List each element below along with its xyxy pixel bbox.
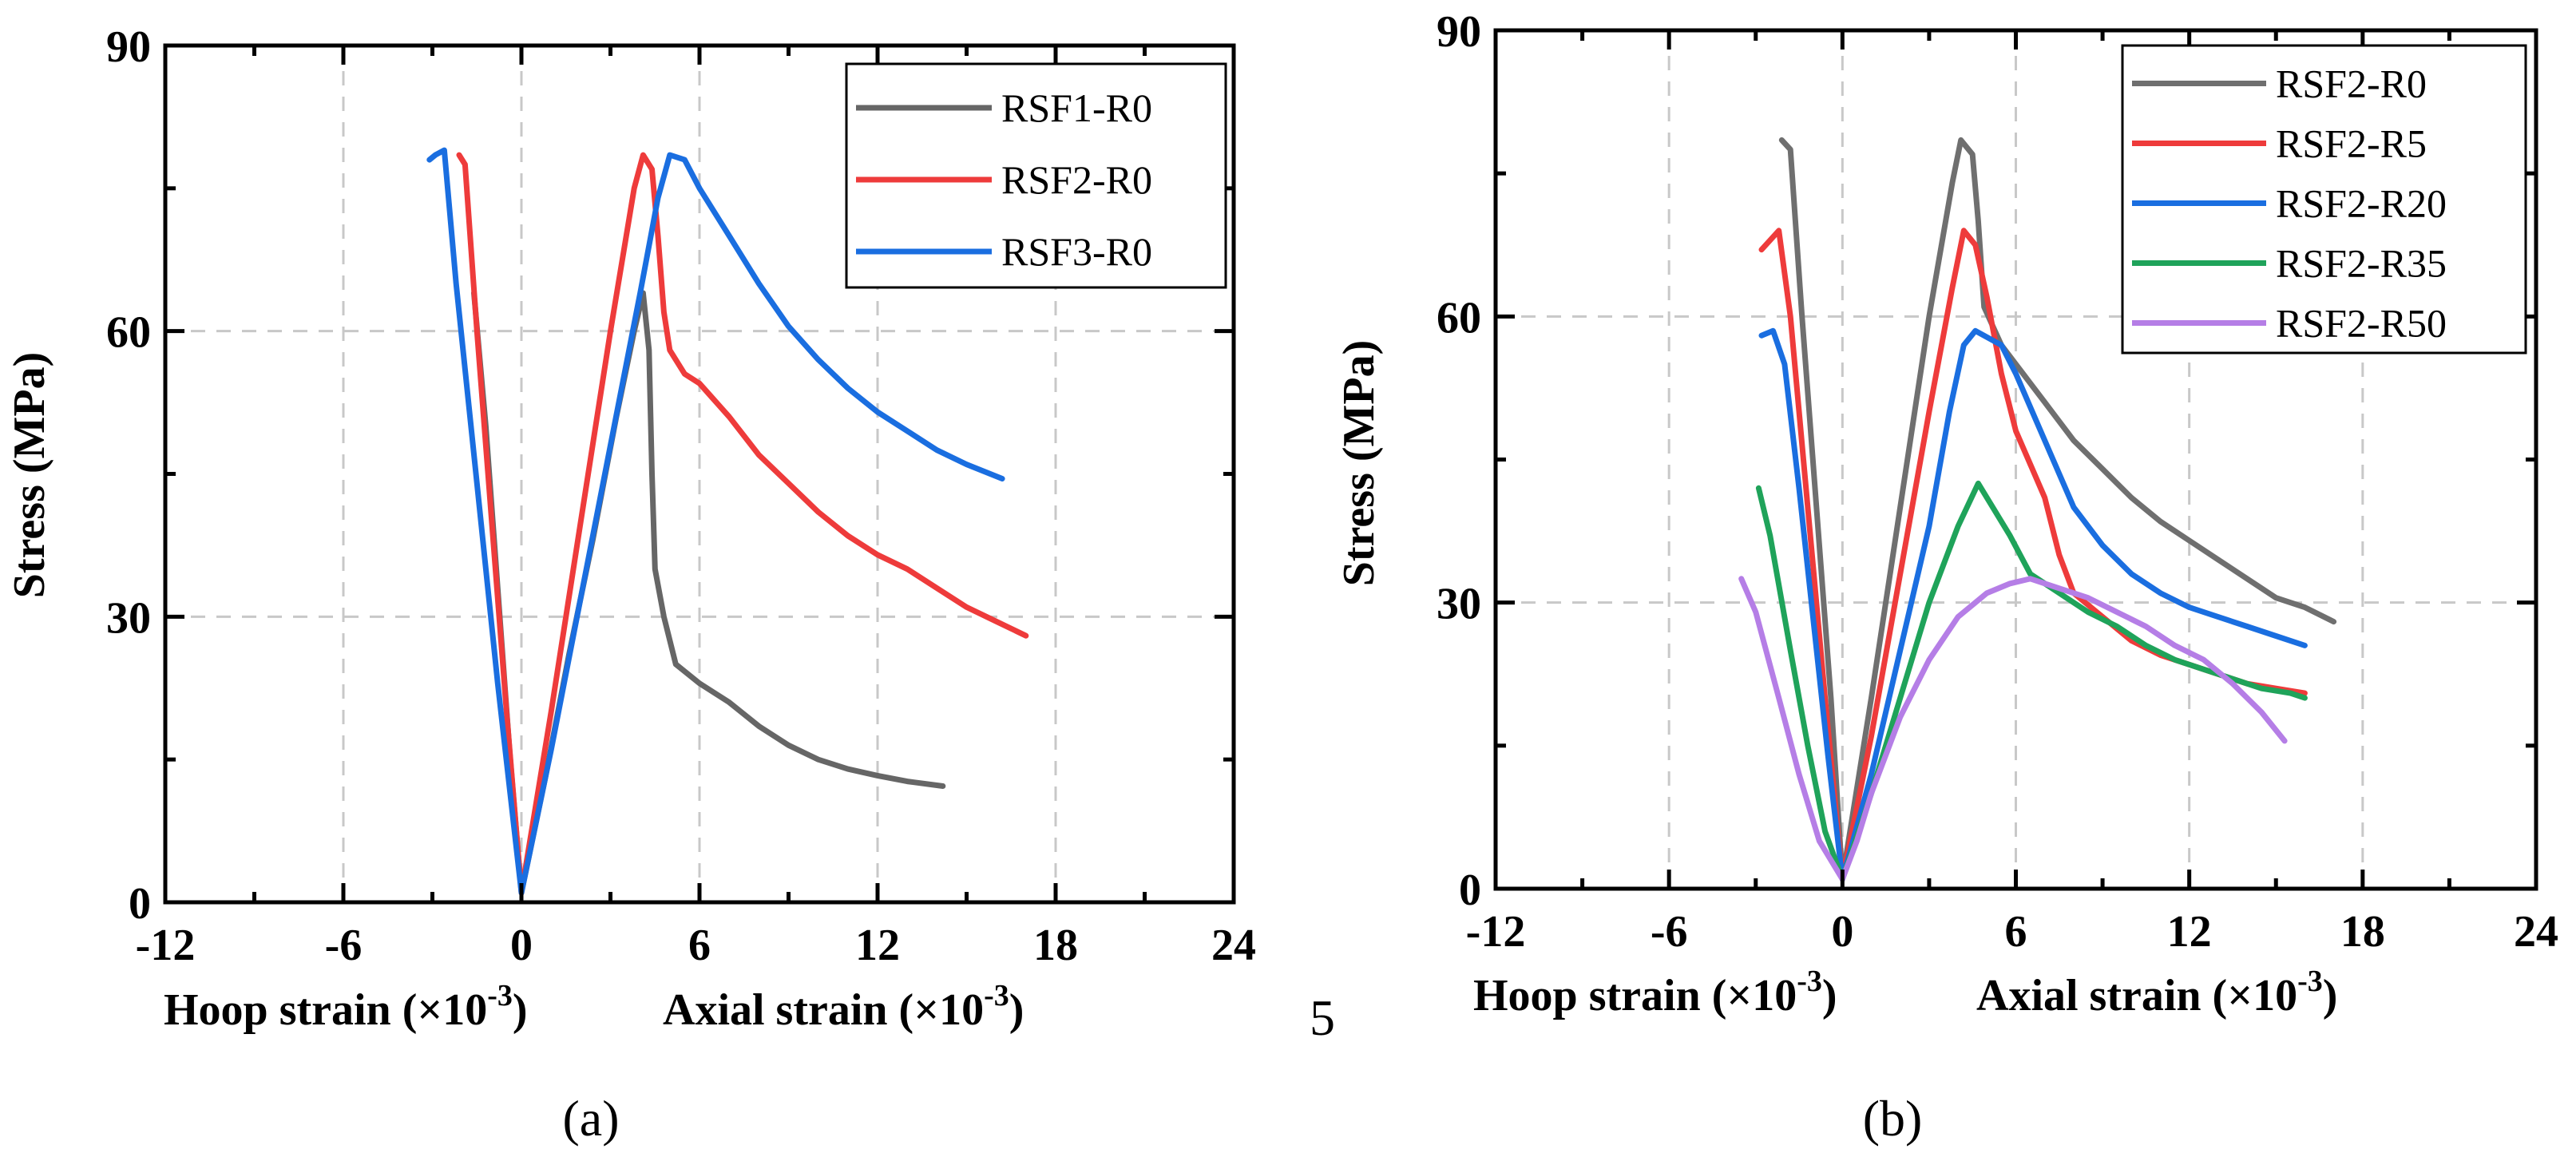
series-line-rsf2-r50 [1738, 576, 2288, 882]
x-tick-label: 0 [510, 921, 533, 970]
y-tick-label: 60 [1437, 293, 1481, 343]
y-tick-label: 90 [106, 22, 151, 72]
x-tick-label: 6 [2005, 907, 2027, 957]
panel-caption: (a) [562, 1090, 619, 1147]
series-line-rsf2-r35 [1755, 480, 2308, 882]
y-tick-label: 60 [106, 308, 151, 358]
x-tick-label: 18 [2340, 907, 2385, 957]
y-tick-label: 30 [106, 593, 151, 643]
legend-label: RSF2-R35 [2276, 241, 2447, 286]
x-tick-label: 24 [2514, 907, 2558, 957]
y-tick-label: 0 [129, 879, 151, 929]
x-tick-label: 24 [1211, 921, 1256, 970]
x-tick-label: 12 [2167, 907, 2212, 957]
legend-label: RSF2-R0 [1001, 157, 1152, 202]
x-tick-label: -6 [325, 921, 363, 970]
y-axis-title: Stress (MPa) [5, 352, 54, 598]
panel-a-chart: -12 -6 0 6 12 18 24 0 30 60 90 Stress (MPa) Hoop str… [5, 22, 1256, 1147]
x-axis-title-axial: Axial strain (×10-3) [663, 979, 1024, 1035]
legend-label: RSF1-R0 [1001, 85, 1152, 130]
series-line-rsf1-r0 [471, 290, 946, 896]
legend-box [2121, 44, 2527, 355]
x-axis-title-axial: Axial strain (×10-3) [1976, 965, 2337, 1020]
stray-number-label: 5 [1310, 989, 1335, 1046]
x-tick-label: 18 [1033, 921, 1078, 970]
legend-label: RSF3-R0 [1001, 229, 1152, 274]
legend-label: RSF2-R50 [2276, 301, 2447, 346]
x-tick-label: -12 [136, 921, 196, 970]
x-tick-label: -6 [1651, 907, 1688, 957]
series-line-rsf3-r0 [426, 147, 1005, 896]
y-tick-label: 0 [1459, 866, 1481, 915]
x-axis-title-hoop: Hoop strain (×10-3) [1473, 965, 1837, 1020]
x-tick-label: 12 [855, 921, 900, 970]
series-line-rsf2-r0 [456, 152, 1029, 896]
series-line-rsf2-r20 [1758, 327, 2308, 882]
series-line-rsf2-r0 [1778, 137, 2337, 882]
y-axis-title: Stress (MPa) [1334, 340, 1384, 586]
legend-label: RSF2-R5 [2276, 121, 2427, 166]
legend-label: RSF2-R0 [2276, 61, 2427, 106]
y-tick-label: 30 [1437, 580, 1481, 629]
panel-b-chart: -12 -6 0 6 12 18 24 0 30 60 90 Stress (MPa) Hoop str… [1334, 7, 2558, 1147]
x-axis-title-hoop: Hoop strain (×10-3) [164, 979, 528, 1035]
x-tick-label: 6 [688, 921, 711, 970]
y-tick-label: 90 [1437, 7, 1481, 57]
x-tick-label: 0 [1831, 907, 1853, 957]
legend-label: RSF2-R20 [2276, 181, 2447, 226]
x-tick-label: -12 [1466, 907, 1526, 957]
panel-caption: (b) [1863, 1090, 1923, 1147]
